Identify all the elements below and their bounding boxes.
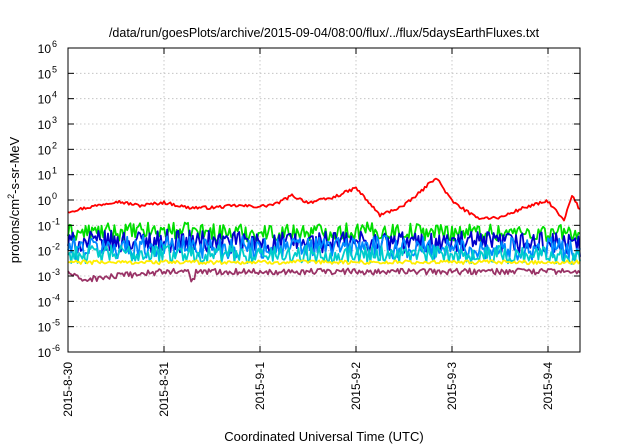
y-tick-label: 10 xyxy=(38,346,52,360)
series-line-7 xyxy=(67,267,581,283)
y-tick-label: 10 xyxy=(38,321,52,335)
y-tick-exponent: -2 xyxy=(52,242,60,252)
y-tick-label: 10 xyxy=(38,143,52,157)
x-tick-label: 2015-9-2 xyxy=(349,362,363,410)
y-tick-label: 10 xyxy=(38,118,52,132)
y-tick-exponent: -5 xyxy=(52,318,60,328)
y-tick-exponent: -3 xyxy=(52,267,60,277)
x-tick-label: 2015-9-4 xyxy=(541,362,555,410)
x-axis-label: Coordinated Universal Time (UTC) xyxy=(224,429,423,444)
y-tick-exponent: 4 xyxy=(52,90,57,100)
y-tick-exponent: -6 xyxy=(52,343,60,353)
y-tick-label: 10 xyxy=(38,42,52,56)
y-tick-exponent: -4 xyxy=(52,292,60,302)
series-line-5 xyxy=(67,244,581,265)
series-line-1 xyxy=(67,177,581,222)
x-tick-label: 2015-8-31 xyxy=(157,362,171,417)
y-tick-label: 10 xyxy=(38,245,52,259)
y-tick-exponent: 3 xyxy=(52,115,57,125)
y-tick-label: 10 xyxy=(38,169,52,183)
y-tick-label: 10 xyxy=(38,219,52,233)
y-tick-exponent: -1 xyxy=(52,216,60,226)
y-tick-exponent: 5 xyxy=(52,64,57,74)
x-axis: 2015-8-30 2015-8-31 2015-9-1 2015-9-2 2015-9… xyxy=(61,48,555,417)
y-tick-exponent: 1 xyxy=(52,166,57,176)
series-line-6 xyxy=(67,259,581,266)
y-tick-label: 10 xyxy=(38,270,52,284)
y-axis: 10 -610 -510 -410 -310 -210 -110 010 110 210 310 41… xyxy=(38,39,580,360)
y-tick-exponent: 6 xyxy=(52,39,57,49)
y-tick-label: 10 xyxy=(38,67,52,81)
grid-lines xyxy=(68,48,580,352)
y-tick-label: 10 xyxy=(38,93,52,107)
series-layer xyxy=(67,177,581,283)
y-tick-exponent: 0 xyxy=(52,191,57,201)
y-axis-label: protons/cm2-s-sr-MeV xyxy=(6,136,22,263)
x-tick-label: 2015-9-3 xyxy=(445,362,459,410)
y-tick-exponent: 2 xyxy=(52,140,57,150)
chart-title: /data/run/goesPlots/archive/2015-09-04/0… xyxy=(109,26,540,40)
y-tick-label: 10 xyxy=(38,295,52,309)
y-tick-label: 10 xyxy=(38,194,52,208)
x-tick-label: 2015-9-1 xyxy=(253,362,267,410)
x-tick-label: 2015-8-30 xyxy=(61,362,75,417)
